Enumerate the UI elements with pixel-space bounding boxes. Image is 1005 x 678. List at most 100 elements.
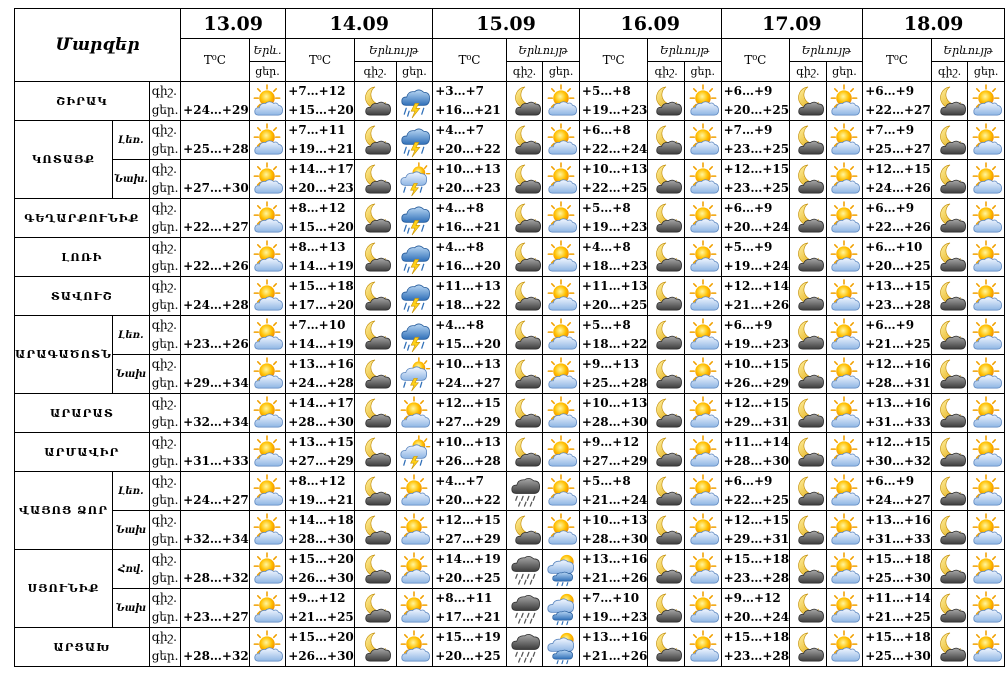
icon-cell <box>825 237 864 277</box>
temperature-cell: +4…+8 +16…+20 <box>432 237 507 277</box>
sun-with-clouds-icon <box>972 434 1003 467</box>
day-temperature: +22…+27 <box>183 220 249 234</box>
icon-cell <box>789 549 827 589</box>
sun-with-clouds-icon <box>831 395 861 428</box>
icon-cell <box>930 627 969 667</box>
day-temperature: +23…+28 <box>865 298 931 312</box>
day-temperature: +28…+30 <box>288 532 354 546</box>
icon-cell <box>542 627 580 667</box>
night-temperature: +15…+18 <box>723 552 790 566</box>
icon-cell <box>353 159 397 199</box>
icon-cell <box>789 393 827 433</box>
icon-cell <box>930 159 969 199</box>
night-temperature: +6…+9 <box>723 201 773 215</box>
night-temperature: +14…+19 <box>435 552 501 566</box>
temperature-cell: +12…+15 +27…+29 <box>432 510 507 550</box>
night-temperature: +15…+20 <box>288 630 354 644</box>
icon-cell <box>542 159 580 199</box>
day-label: ցեր. <box>151 571 179 585</box>
night-temperature: +15…+18 <box>288 279 354 293</box>
icon-cell <box>647 276 685 316</box>
night-label: գիշ. <box>151 552 177 566</box>
day-temperature: +29…+31 <box>723 532 790 546</box>
icon-cell <box>789 159 827 199</box>
icon-cell <box>930 510 969 550</box>
sun-with-clouds-icon <box>689 122 720 155</box>
day-label: ցեր. <box>151 259 179 273</box>
day-temperature: +19…+24 <box>723 259 790 273</box>
sun-cloud-rain-thunder-icon <box>400 434 431 470</box>
icon-cell <box>825 510 864 550</box>
temperature-cell: +14…+17 +20…+23 <box>285 159 355 199</box>
night-temperature: +10…+13 <box>435 162 501 176</box>
night-temperature: +14…+17 <box>288 396 354 410</box>
region-name: ԱՐԱԳԱԾՈՏՆ <box>13 315 114 394</box>
day-temperature: +23…+28 <box>723 649 790 663</box>
night-label: գիշ. <box>151 591 177 605</box>
icon-cell <box>353 627 397 667</box>
spacer <box>183 473 248 492</box>
day-temperature: +27…+29 <box>435 532 501 546</box>
period-labels: գիշ. ցեր. <box>148 198 182 238</box>
moon-with-clouds-icon <box>514 320 541 350</box>
night-temperature: +6…+9 <box>865 84 915 98</box>
sun-with-clouds-icon <box>254 590 284 623</box>
temperature-cell: +5…+8 +19…+23 <box>578 81 649 121</box>
night-temperature: +9…+12 <box>581 435 640 449</box>
icon-cell <box>967 81 1005 121</box>
sun-with-clouds-icon <box>254 122 284 155</box>
icon-cell <box>683 432 722 472</box>
night-temperature: +6…+9 <box>865 318 915 332</box>
icon-cell <box>825 627 864 667</box>
day-label: ցեր. <box>151 220 179 234</box>
day-temperature: +20…+25 <box>723 103 790 117</box>
day-temperature: +20…+23 <box>288 181 354 195</box>
icon-cell <box>683 588 722 628</box>
day-temperature: +22…+25 <box>581 181 648 195</box>
table-row: ԱՐԱՐԱՏ գիշ. ցեր. +32…+34 +14…+17 +28…+30 +12…… <box>14 393 1005 433</box>
sun-with-clouds-icon <box>972 629 1003 662</box>
moon-with-clouds-icon <box>514 125 541 155</box>
icon-cell <box>353 315 397 355</box>
temperature-cell: +10…+13 +20…+23 <box>432 159 507 199</box>
icon-cell <box>505 510 544 550</box>
icon-cell <box>967 393 1005 433</box>
icon-cell <box>967 432 1005 472</box>
temperature-cell: +12…+16 +28…+31 <box>862 354 932 394</box>
date-18: 18.09 <box>862 8 1005 39</box>
night-temperature: +13…+16 <box>288 357 354 371</box>
forecast-table: Մարզեր 13.09 14.09 15.09 16.09 17.09 18.… <box>13 8 1005 667</box>
day-temperature: +27…+30 <box>183 181 249 195</box>
moon-with-clouds-icon <box>797 398 824 428</box>
night-temperature: +7…+11 <box>288 123 346 137</box>
icon-cell <box>789 588 827 628</box>
icon-cell <box>825 276 864 316</box>
temperature-cell: +7…+12 +15…+20 <box>285 81 355 121</box>
thunderstorm-icon <box>401 88 431 119</box>
icon-cell <box>825 120 864 160</box>
temperature-cell: +14…+19 +20…+25 <box>432 549 507 589</box>
day-label: ցեր. <box>151 454 179 468</box>
icon-cell <box>395 120 434 160</box>
icon-cell <box>789 237 827 277</box>
night-temperature: +7…+12 <box>288 84 346 98</box>
table-row: Նախ գիշ. ցեր. +29…+34 +13…+16 +24…+28 +10…+13… <box>15 354 1005 394</box>
table-row: ԿՈՏԱՅՔ Լեռ. գիշ. ցեր. +25…+28 +7…+11 +19…+21 +… <box>13 120 1005 199</box>
icon-cell <box>930 549 969 589</box>
day-header-17: ցեր. <box>825 61 864 82</box>
day-temperature: +32…+34 <box>183 532 249 546</box>
moon-with-clouds-icon <box>797 515 824 544</box>
icon-cell <box>353 471 397 511</box>
icon-cell <box>647 393 685 433</box>
icon-cell <box>395 588 434 628</box>
icon-cell <box>542 276 580 316</box>
icon-cell <box>505 432 544 472</box>
temperature-cell: +11…+14 +21…+25 <box>862 588 932 628</box>
period-labels: գիշ. ցեր. <box>148 276 182 316</box>
icon-cell <box>542 432 580 472</box>
moon-with-clouds-icon <box>797 281 824 311</box>
temperature-cell: +6…+9 +20…+25 <box>720 81 791 121</box>
night-temperature: +9…+12 <box>723 591 781 605</box>
day-temperature: +16…+21 <box>435 220 501 234</box>
icon-cell <box>353 588 397 628</box>
